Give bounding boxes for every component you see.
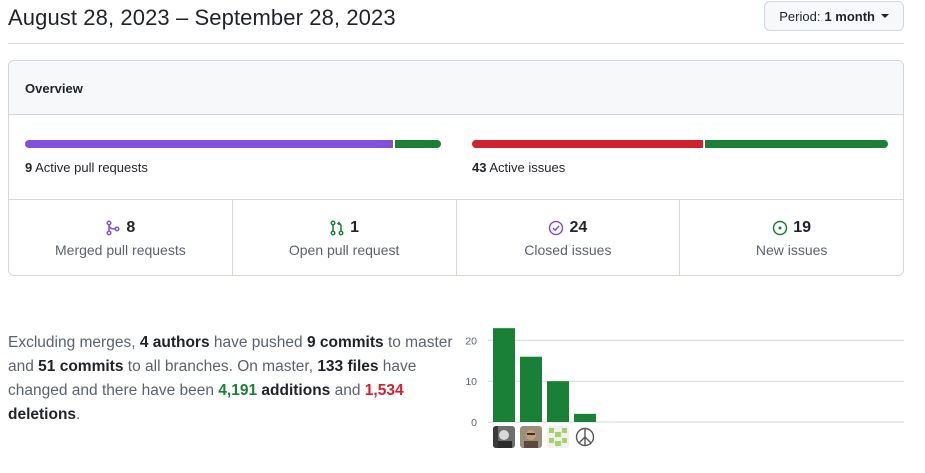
merged-pull-requests-count: 8 <box>126 219 136 236</box>
commit-summary: Excluding merges, 4 authors have pushed … <box>8 334 453 423</box>
photo-avatar-bw[interactable] <box>493 426 515 448</box>
open-pull-requests-label: Open pull request <box>288 242 400 258</box>
additions-count: 4,191 <box>218 382 258 399</box>
merged-pull-requests-label: Merged pull requests <box>55 242 186 258</box>
active-pull-requests-label: 9 Active pull requests <box>25 160 148 175</box>
contributors-bar-chart: 0 10 20 <box>458 318 908 452</box>
peace-sign-avatar[interactable] <box>574 426 596 448</box>
overview-bars: 9 Active pull requests 43 Active issues <box>9 115 903 200</box>
issue-closed-icon <box>549 220 564 236</box>
additions-word: additions <box>257 382 331 399</box>
date-range-header: August 28, 2023 – September 28, 2023 Per… <box>8 0 904 44</box>
issues-new-segment <box>705 140 888 148</box>
git-pull-request-icon <box>330 220 344 236</box>
pull-requests-open-segment <box>395 140 441 148</box>
active-issues-count: 43 <box>472 160 487 175</box>
contributor-bar[interactable] <box>493 328 515 422</box>
authors-link[interactable]: 4 authors <box>139 334 210 351</box>
overview-title: Overview <box>9 61 903 115</box>
issues-progress-bar <box>472 140 888 148</box>
overview-stats: 8 Merged pull requests 1 Open pull reque… <box>9 200 903 275</box>
closed-issues-label: Closed issues <box>524 242 612 258</box>
new-issues-link[interactable]: 19 New issues <box>680 200 903 275</box>
contributor-bar[interactable] <box>520 356 542 422</box>
new-issues-count: 19 <box>793 219 812 236</box>
issues-summary: 43 Active issues <box>472 140 888 175</box>
open-pull-requests-count: 1 <box>350 219 360 236</box>
y-tick-label: 10 <box>465 376 477 388</box>
caret-down-icon <box>881 14 889 18</box>
deletions-word: deletions <box>8 406 77 423</box>
date-range-title: August 28, 2023 – September 28, 2023 <box>8 5 396 30</box>
closed-issues-link[interactable]: 24 Closed issues <box>457 200 681 275</box>
files-changed: 133 files <box>317 358 379 375</box>
new-issues-label: New issues <box>755 242 828 258</box>
all-commits-link[interactable]: 51 commits <box>38 358 124 375</box>
period-value: 1 month <box>824 8 875 24</box>
open-pull-requests-link[interactable]: 1 Open pull request <box>233 200 457 275</box>
identicon-avatar-green[interactable] <box>547 426 569 448</box>
closed-issues-count: 24 <box>569 219 588 236</box>
contributor-bar[interactable] <box>574 413 596 422</box>
chart-svg: 0 10 20 <box>465 328 904 428</box>
period-prefix: Period: <box>779 8 821 24</box>
pull-requests-merged-segment <box>25 140 394 148</box>
photo-avatar-man[interactable] <box>520 426 542 448</box>
merged-pull-requests-link[interactable]: 8 Merged pull requests <box>9 200 233 275</box>
pull-requests-summary: 9 Active pull requests <box>25 140 441 175</box>
active-pull-requests-count: 9 <box>25 160 33 175</box>
overview-box: Overview 9 Active pull requests 43 Activ… <box>8 60 904 276</box>
deletions-count: 1,534 <box>364 382 404 399</box>
pull-requests-progress-bar <box>25 140 441 148</box>
git-merge-icon <box>106 220 120 236</box>
active-issues-label: 43 Active issues <box>472 160 566 175</box>
contributor-bar[interactable] <box>547 381 569 422</box>
y-tick-label: 0 <box>471 417 477 428</box>
issues-closed-segment <box>472 140 704 148</box>
master-commits-link[interactable]: 9 commits <box>306 334 384 351</box>
y-tick-label: 20 <box>465 335 477 347</box>
period-select-button[interactable]: Period: 1 month <box>764 1 904 31</box>
issue-opened-icon <box>772 220 788 236</box>
